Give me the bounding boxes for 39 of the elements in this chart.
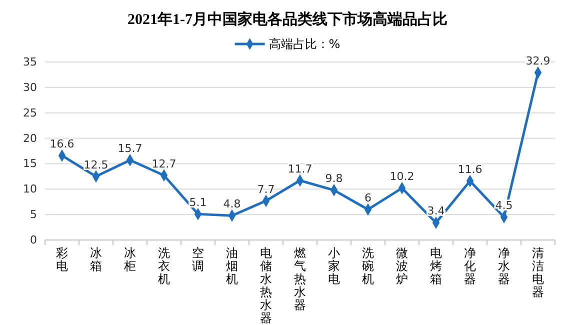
x-tick-label: 燃气热水器 <box>294 246 306 312</box>
data-label: 9.8 <box>325 172 343 186</box>
y-tick-label: 35 <box>23 56 37 69</box>
x-tick-label: 洗衣机 <box>158 246 170 286</box>
legend-label: 高端占比：% <box>268 37 340 51</box>
data-label: 11.7 <box>288 162 312 176</box>
x-tick-label: 净化器 <box>464 246 476 286</box>
x-tick-label: 冰箱 <box>90 246 102 273</box>
y-tick-label: 0 <box>30 234 37 247</box>
chart-title: 2021年1-7月中国家电各品类线下市场高端品占比 <box>128 10 448 28</box>
x-tick-label: 冰柜 <box>123 246 136 273</box>
y-tick-label: 10 <box>23 182 37 196</box>
data-label: 32.9 <box>526 54 550 68</box>
data-label: 16.6 <box>50 138 74 151</box>
x-tick-label: 电储水热水器 <box>260 246 272 325</box>
data-label: 5.1 <box>189 196 207 210</box>
data-label: 11.6 <box>458 163 482 176</box>
data-label: 10.2 <box>390 170 414 184</box>
x-tick-label: 微波炉 <box>396 246 408 286</box>
data-label: 7.7 <box>257 182 275 196</box>
x-tick-label: 小家电 <box>328 246 340 286</box>
x-tick-label: 电烤箱 <box>430 246 442 286</box>
x-tick-label: 油烟机 <box>226 246 238 286</box>
data-label: 12.5 <box>84 158 108 172</box>
data-label: 6 <box>364 191 372 204</box>
x-tick-label: 洗碗机 <box>362 246 374 286</box>
data-label: 15.7 <box>118 142 142 156</box>
x-tick-label: 彩电 <box>56 246 68 273</box>
data-label: 4.8 <box>223 198 241 211</box>
x-tick-label: 清洁电器 <box>532 246 544 299</box>
y-tick-label: 15 <box>23 157 37 170</box>
y-tick-label: 30 <box>23 80 37 94</box>
data-label: 12.7 <box>152 157 176 170</box>
x-tick-label: 净水器 <box>498 246 510 286</box>
y-tick-label: 25 <box>23 106 37 120</box>
y-tick-label: 20 <box>23 132 37 145</box>
x-tick-label: 空调 <box>192 246 204 273</box>
data-label: 3.4 <box>427 204 445 218</box>
y-tick-label: 5 <box>30 208 37 222</box>
